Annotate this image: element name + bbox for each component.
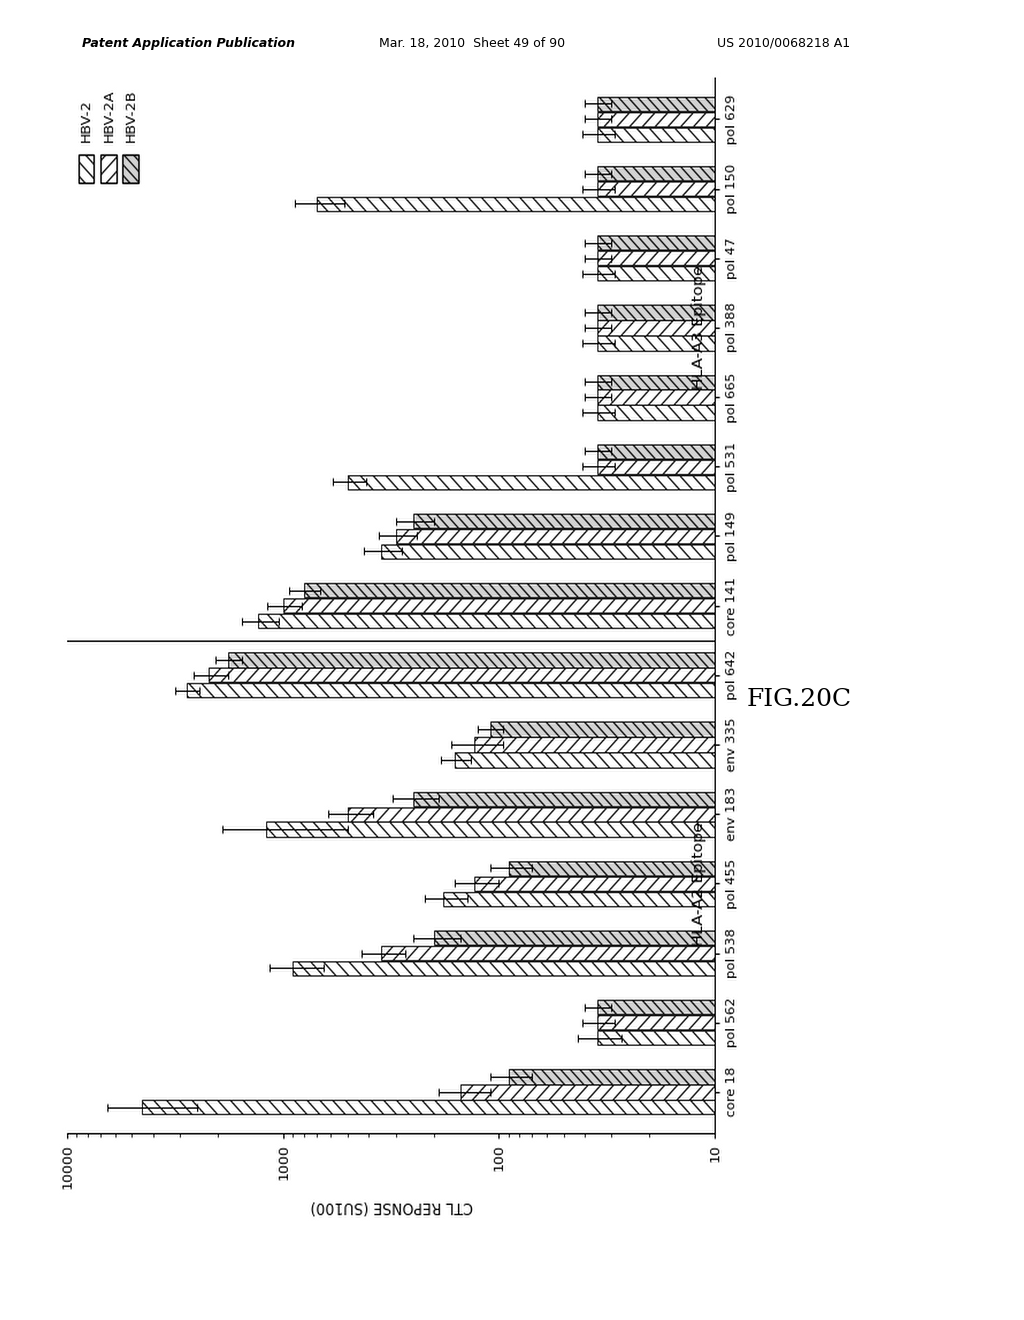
Text: Patent Application Publication: Patent Application Publication	[82, 37, 295, 50]
Text: US 2010/0068218 A1: US 2010/0068218 A1	[717, 37, 850, 50]
Text: Mar. 18, 2010  Sheet 49 of 90: Mar. 18, 2010 Sheet 49 of 90	[379, 37, 565, 50]
Text: FIG.20C: FIG.20C	[746, 688, 851, 711]
